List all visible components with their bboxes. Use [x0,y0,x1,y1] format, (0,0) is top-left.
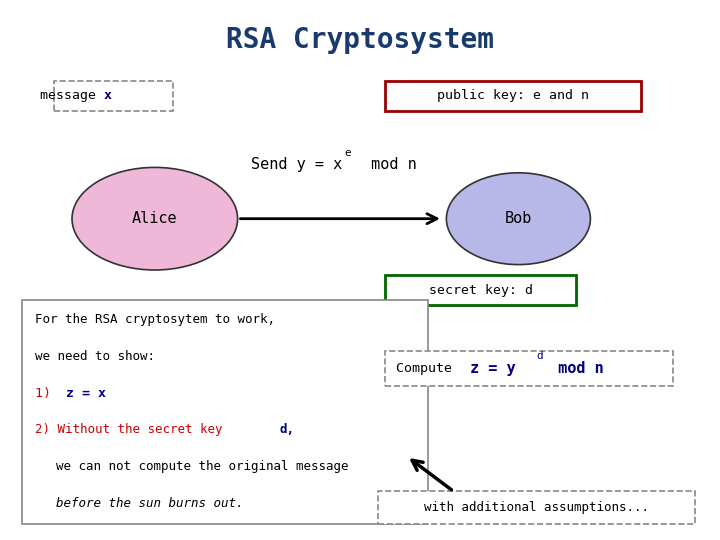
Text: z = y: z = y [470,361,516,376]
Text: message: message [40,89,104,103]
Ellipse shape [72,167,238,270]
Text: e: e [344,148,351,158]
Text: Alice: Alice [132,211,178,226]
Text: we can not compute the original message: we can not compute the original message [56,460,348,473]
Text: mod n: mod n [362,157,417,172]
Text: 1): 1) [35,387,58,400]
Text: RSA Cryptosystem: RSA Cryptosystem [226,26,494,55]
FancyBboxPatch shape [54,81,173,111]
Text: with additional assumptions...: with additional assumptions... [424,501,649,514]
Text: secret key: d: secret key: d [428,284,533,297]
Text: d: d [536,351,543,361]
Text: Bob: Bob [505,211,532,226]
FancyBboxPatch shape [385,81,641,111]
Ellipse shape [446,173,590,265]
Text: Compute: Compute [396,362,460,375]
Text: mod n: mod n [549,361,604,376]
Text: x: x [104,89,112,103]
Text: public key: e and n: public key: e and n [437,89,589,103]
Text: Send y = x: Send y = x [251,157,342,172]
Text: we need to show:: we need to show: [35,350,155,363]
FancyBboxPatch shape [378,491,695,524]
Text: before the sun burns out.: before the sun burns out. [56,497,243,510]
Text: z = x: z = x [66,387,106,400]
FancyBboxPatch shape [385,275,576,305]
Text: 2) Without the secret key: 2) Without the secret key [35,423,230,436]
FancyBboxPatch shape [385,351,673,386]
FancyBboxPatch shape [22,300,428,524]
Text: For the RSA cryptosytem to work,: For the RSA cryptosytem to work, [35,313,274,326]
Text: d,: d, [279,423,294,436]
